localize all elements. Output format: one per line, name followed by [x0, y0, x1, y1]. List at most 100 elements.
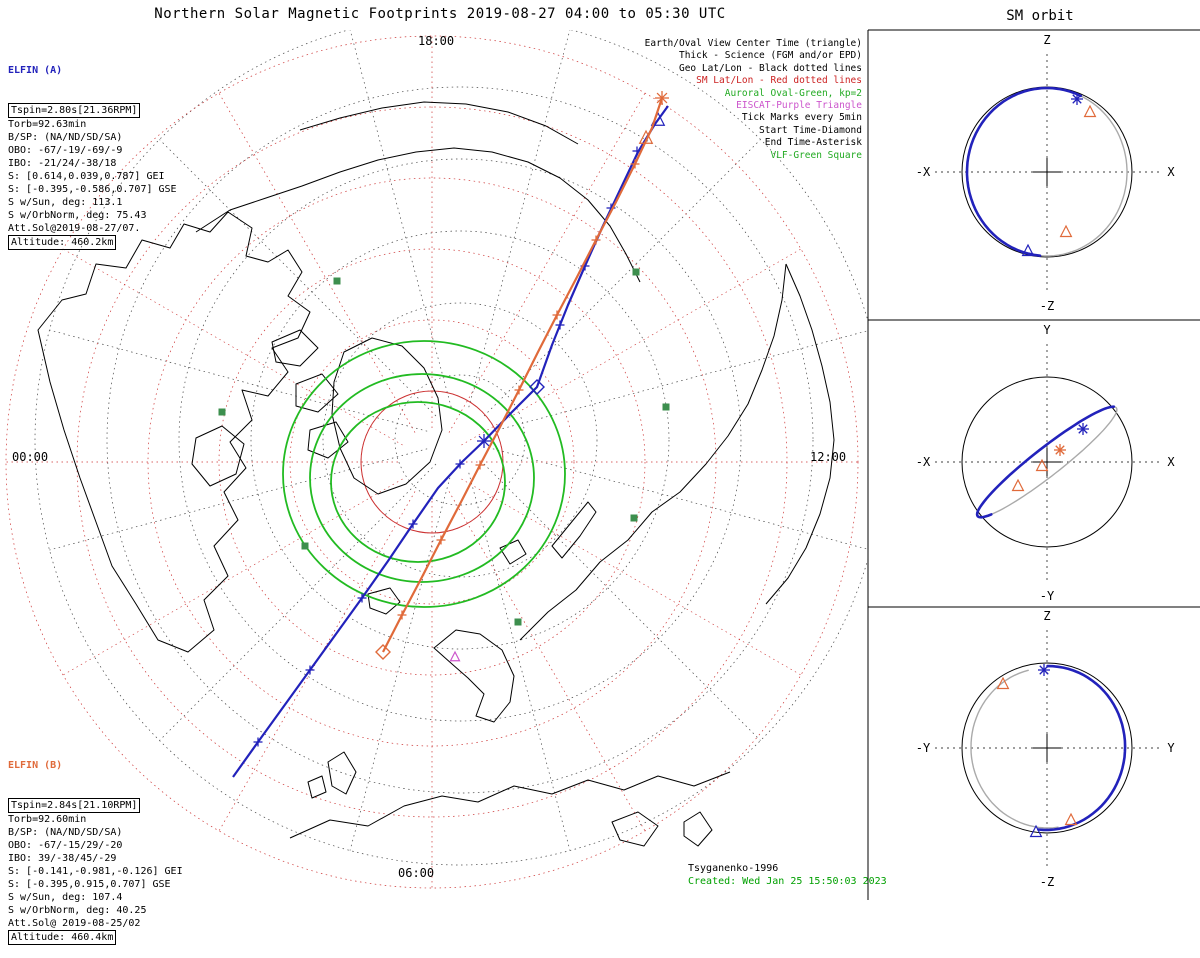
mlt-label: 18:00: [418, 34, 455, 48]
triangle-marker: [1059, 224, 1073, 238]
orbit-panels: Z -Z -X X Y -Y -X X Z -Z -Y Y: [916, 33, 1176, 889]
triangle-marker: [1064, 812, 1078, 826]
info-line: S: [-0.395,-0.586,0.707] GSE: [8, 184, 177, 195]
sm-graticule-radial: [461, 478, 802, 676]
legend-item: Tick Marks every 5min: [741, 112, 862, 124]
axis-label: -Z: [1040, 299, 1054, 313]
panel-dividers: [867, 29, 1200, 900]
info-line: IBO: -21/24/-38/18: [8, 158, 117, 169]
axis-label: X: [1167, 455, 1175, 469]
end-asterisk: [1078, 424, 1088, 434]
model-label: Tsyganenko-1996: [688, 863, 779, 874]
end-asterisk: [478, 435, 490, 447]
info-line: S w/Sun, deg: 107.4: [8, 892, 123, 903]
geo-graticule-radial: [492, 448, 868, 550]
info-line: IBO: 39/-38/45/-29: [8, 853, 117, 864]
triangle-marker: [638, 129, 654, 144]
orbit-panel: Z -Z -X X: [916, 33, 1176, 313]
legend-item: SM Lat/Lon - Red dotted lines: [696, 75, 862, 87]
geo-graticule-radial: [159, 139, 437, 417]
coastline: [683, 811, 713, 847]
info-line: S: [0.614,0.039,0.787] GEI: [8, 171, 165, 182]
geo-graticule-ring: [394, 374, 526, 506]
coastline: [195, 147, 641, 283]
geo-graticule-ring: [250, 230, 670, 650]
geo-graticule-radial: [49, 448, 428, 551]
vlf-square: [218, 408, 226, 416]
sm-graticule-ring: [289, 319, 575, 605]
info-line: S w/OrbNorm, deg: 75.43: [8, 210, 147, 221]
sm-orbit-title: SM orbit: [1006, 8, 1074, 24]
track-elfin-a: [232, 105, 669, 778]
coastline: [519, 263, 787, 641]
vlf-square: [632, 268, 640, 276]
axis-label: Z: [1043, 33, 1050, 47]
orbit-arc: [975, 405, 1116, 519]
info-line: S w/OrbNorm, deg: 40.25: [8, 905, 147, 916]
sm-graticule-ring: [218, 248, 646, 676]
credits: Tsyganenko-1996 Created: Wed Jan 25 15:5…: [688, 862, 887, 888]
info-line: Altitude: 460.4km: [8, 930, 117, 945]
geo-graticule-radial: [492, 330, 868, 432]
info-line: Att.Sol@2019-08-27/07.: [8, 223, 141, 234]
info-line: S: [-0.141,-0.981,-0.126] GEI: [8, 866, 183, 877]
coastline: [367, 587, 401, 615]
vlf-square: [514, 618, 522, 626]
auroral-oval: [330, 401, 506, 563]
end-asterisk: [1039, 665, 1049, 675]
triangle-marker: [996, 676, 1010, 690]
mlt-label: 06:00: [398, 866, 435, 880]
legend-item: Start Time-Diamond: [759, 124, 862, 136]
coastline: [611, 811, 659, 847]
coastline: [765, 263, 835, 605]
legend-item: Thick - Science (FGM and/or EPD): [678, 50, 862, 62]
coastlines: [37, 101, 835, 847]
geo-graticule-radial: [349, 30, 452, 408]
sm-graticule-ring: [76, 106, 788, 818]
start-diamond: [529, 379, 545, 395]
elfin-b-info-block: ELFIN (B) Tspin=2.84s[21.10RPM] Torb=92.6…: [8, 733, 183, 958]
mlt-label: 12:00: [810, 450, 847, 464]
triangle-marker: [1035, 458, 1049, 472]
info-line: Tspin=2.84s[21.10RPM]: [8, 798, 141, 813]
geo-graticule-radial: [468, 472, 571, 851]
earth-circle: [961, 376, 1133, 548]
info-line: Att.Sol@ 2019-08-25/02: [8, 918, 141, 929]
coastline: [191, 425, 245, 487]
axis-label: -X: [916, 165, 931, 179]
end-asterisk: [1072, 94, 1082, 104]
coastline: [551, 501, 597, 559]
vlf-square: [333, 277, 341, 285]
geo-graticule-ring: [178, 158, 742, 722]
coastline: [37, 211, 311, 653]
elfin-a-lines: Tspin=2.80s[21.36RPM] Torb=92.63min B/SP: …: [8, 103, 177, 250]
triangle-marker: [1021, 243, 1035, 257]
sm-graticule-radial: [461, 248, 802, 446]
info-line: S: [-0.395,0.915,0.707] GSE: [8, 879, 171, 890]
info-line: Tspin=2.80s[21.36RPM]: [8, 103, 141, 118]
elfin-a-header: ELFIN (A): [8, 65, 63, 76]
triangle-marker: [449, 650, 461, 662]
elfin-b-header: ELFIN (B): [8, 760, 63, 771]
info-line: B/SP: (NA/ND/SD/SA): [8, 827, 123, 838]
auroral-oval: [282, 340, 566, 608]
coastline: [307, 775, 327, 799]
orbit-arc: [965, 86, 1083, 257]
vlf-square: [301, 542, 309, 550]
elfin-a-info-block: ELFIN (A) Tspin=2.80s[21.36RPM] Torb=92.6…: [8, 38, 177, 263]
orbit-panel: Z -Z -Y Y: [916, 609, 1176, 889]
info-line: OBO: -67/-19/-69/-9: [8, 145, 123, 156]
end-asterisk: [656, 92, 668, 104]
coastline: [289, 771, 731, 839]
sm-graticule-radial: [448, 92, 646, 433]
coastline: [327, 751, 357, 795]
created-label: Created: Wed Jan 25 15:50:03 2023: [688, 876, 887, 887]
end-asterisk: [1055, 445, 1065, 455]
earth-circle: [961, 662, 1133, 834]
orbit-panel: Y -Y -X X: [916, 323, 1176, 603]
elfin-b-lines: Tspin=2.84s[21.10RPM] Torb=92.60min B/SP: …: [8, 798, 183, 945]
info-line: Altitude: 460.2km: [8, 235, 117, 250]
sm-graticule-radial: [218, 92, 416, 433]
vlf-square: [662, 403, 670, 411]
info-line: S w/Sun, deg: 113.1: [8, 197, 123, 208]
